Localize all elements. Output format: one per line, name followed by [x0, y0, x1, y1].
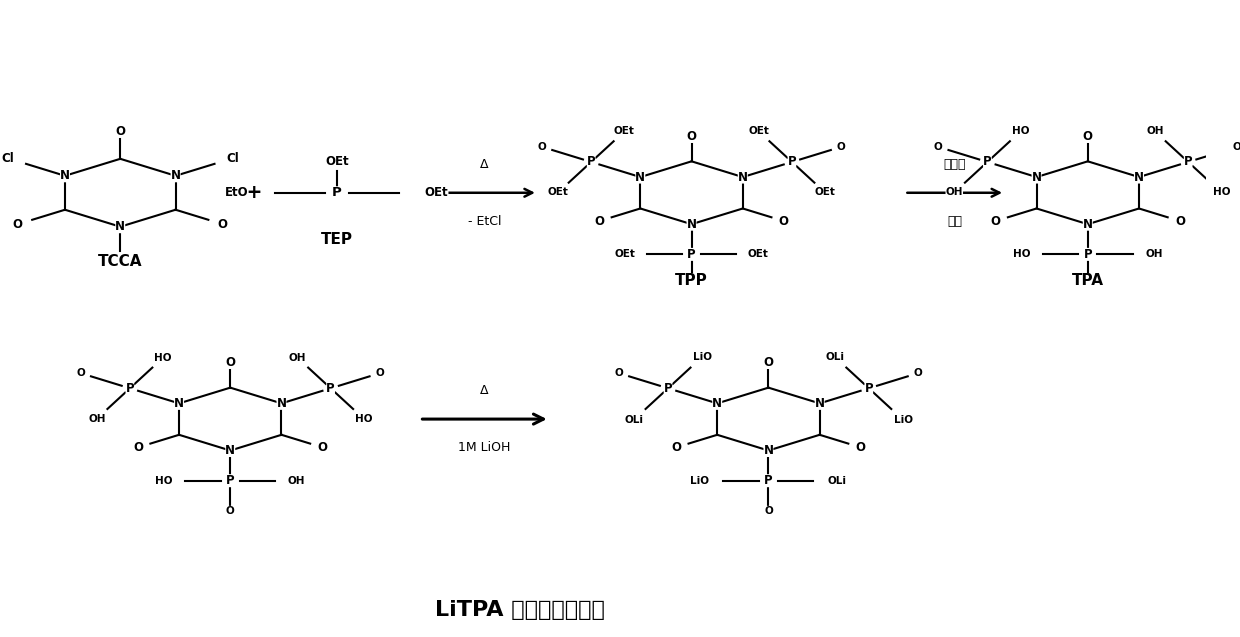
Text: N: N	[764, 444, 774, 457]
Text: P: P	[983, 155, 992, 168]
Text: TCCA: TCCA	[98, 254, 143, 269]
Text: 1M LiOH: 1M LiOH	[459, 441, 511, 454]
Text: HO: HO	[1012, 127, 1029, 136]
Text: O: O	[687, 280, 696, 290]
Text: OEt: OEt	[748, 249, 769, 259]
Text: OEt: OEt	[615, 249, 636, 259]
Text: O: O	[218, 218, 228, 231]
Text: P: P	[663, 382, 672, 395]
Text: Δ: Δ	[480, 384, 489, 397]
Text: N: N	[277, 397, 286, 410]
Text: O: O	[687, 130, 697, 143]
Text: OEt: OEt	[325, 155, 348, 168]
Text: O: O	[1233, 142, 1240, 152]
Text: O: O	[914, 368, 923, 378]
Text: TPA: TPA	[1071, 273, 1104, 289]
Text: +: +	[246, 183, 262, 203]
Text: O: O	[376, 368, 384, 378]
Text: 浓盐酸: 浓盐酸	[944, 158, 966, 171]
Text: O: O	[764, 356, 774, 369]
Text: O: O	[1083, 130, 1092, 143]
Text: N: N	[635, 171, 645, 183]
Text: O: O	[837, 142, 846, 152]
Text: LiO: LiO	[691, 476, 709, 485]
Text: O: O	[538, 142, 547, 152]
Text: O: O	[226, 356, 236, 369]
Text: OLi: OLi	[624, 415, 644, 425]
Text: N: N	[1083, 218, 1092, 231]
Text: P: P	[326, 382, 335, 395]
Text: OEt: OEt	[548, 187, 568, 197]
Text: Cl: Cl	[114, 255, 126, 268]
Text: O: O	[1084, 280, 1092, 290]
Text: N: N	[687, 218, 697, 231]
Text: HO: HO	[355, 414, 372, 424]
Text: 水解: 水解	[947, 215, 962, 228]
Text: Cl: Cl	[227, 152, 239, 165]
Text: P: P	[226, 474, 234, 487]
Text: N: N	[815, 397, 825, 410]
Text: O: O	[317, 441, 327, 454]
Text: OH: OH	[88, 414, 105, 424]
Text: TPP: TPP	[675, 273, 708, 289]
Text: OH: OH	[288, 476, 305, 485]
Text: P: P	[864, 382, 873, 395]
Text: Δ: Δ	[480, 158, 489, 171]
Text: O: O	[115, 125, 125, 138]
Text: O: O	[12, 218, 22, 231]
Text: LiO: LiO	[894, 415, 913, 425]
Text: O: O	[779, 215, 789, 227]
Text: OH: OH	[946, 187, 963, 197]
Text: OLi: OLi	[827, 476, 847, 485]
Text: O: O	[991, 215, 1001, 227]
Text: P: P	[787, 155, 796, 168]
Text: N: N	[60, 169, 69, 182]
Text: LiTPA 合成反应方程式: LiTPA 合成反应方程式	[435, 600, 605, 620]
Text: HO: HO	[154, 353, 172, 363]
Text: TPA: TPA	[1071, 273, 1104, 289]
Text: N: N	[171, 169, 181, 182]
Text: OEt: OEt	[815, 187, 836, 197]
Text: O: O	[671, 441, 681, 454]
Text: HO: HO	[1213, 187, 1230, 197]
Text: OH: OH	[1146, 249, 1163, 259]
Text: O: O	[226, 506, 234, 516]
Text: P: P	[764, 474, 773, 487]
Text: N: N	[226, 444, 236, 457]
Text: O: O	[764, 506, 773, 516]
Text: P: P	[125, 382, 134, 395]
Text: N: N	[1032, 171, 1042, 183]
Text: OEt: OEt	[425, 186, 449, 199]
Text: N: N	[174, 397, 184, 410]
Text: P: P	[687, 248, 696, 261]
Text: HO: HO	[1013, 249, 1030, 259]
Text: P: P	[1184, 155, 1193, 168]
Text: N: N	[712, 397, 722, 410]
Text: Cl: Cl	[1, 152, 14, 165]
Text: OEt: OEt	[749, 127, 769, 136]
Text: O: O	[77, 368, 86, 378]
Text: P: P	[1084, 248, 1092, 261]
Text: - EtCl: - EtCl	[467, 215, 501, 228]
Text: O: O	[594, 215, 604, 227]
Text: LiO: LiO	[693, 352, 712, 362]
Text: OLi: OLi	[825, 352, 844, 362]
Text: HO: HO	[155, 476, 172, 485]
Text: N: N	[1135, 171, 1145, 183]
Text: O: O	[615, 368, 624, 378]
Text: O: O	[856, 441, 866, 454]
Text: P: P	[587, 155, 595, 168]
Text: P: P	[332, 186, 341, 199]
Text: N: N	[738, 171, 748, 183]
Text: OH: OH	[1146, 127, 1164, 136]
Text: EtO: EtO	[224, 186, 248, 199]
Text: O: O	[934, 142, 942, 152]
Text: OH: OH	[289, 353, 306, 363]
Text: O: O	[1176, 215, 1185, 227]
Text: TEP: TEP	[321, 233, 352, 247]
Text: OEt: OEt	[614, 127, 635, 136]
Text: O: O	[133, 441, 143, 454]
Text: N: N	[115, 220, 125, 233]
